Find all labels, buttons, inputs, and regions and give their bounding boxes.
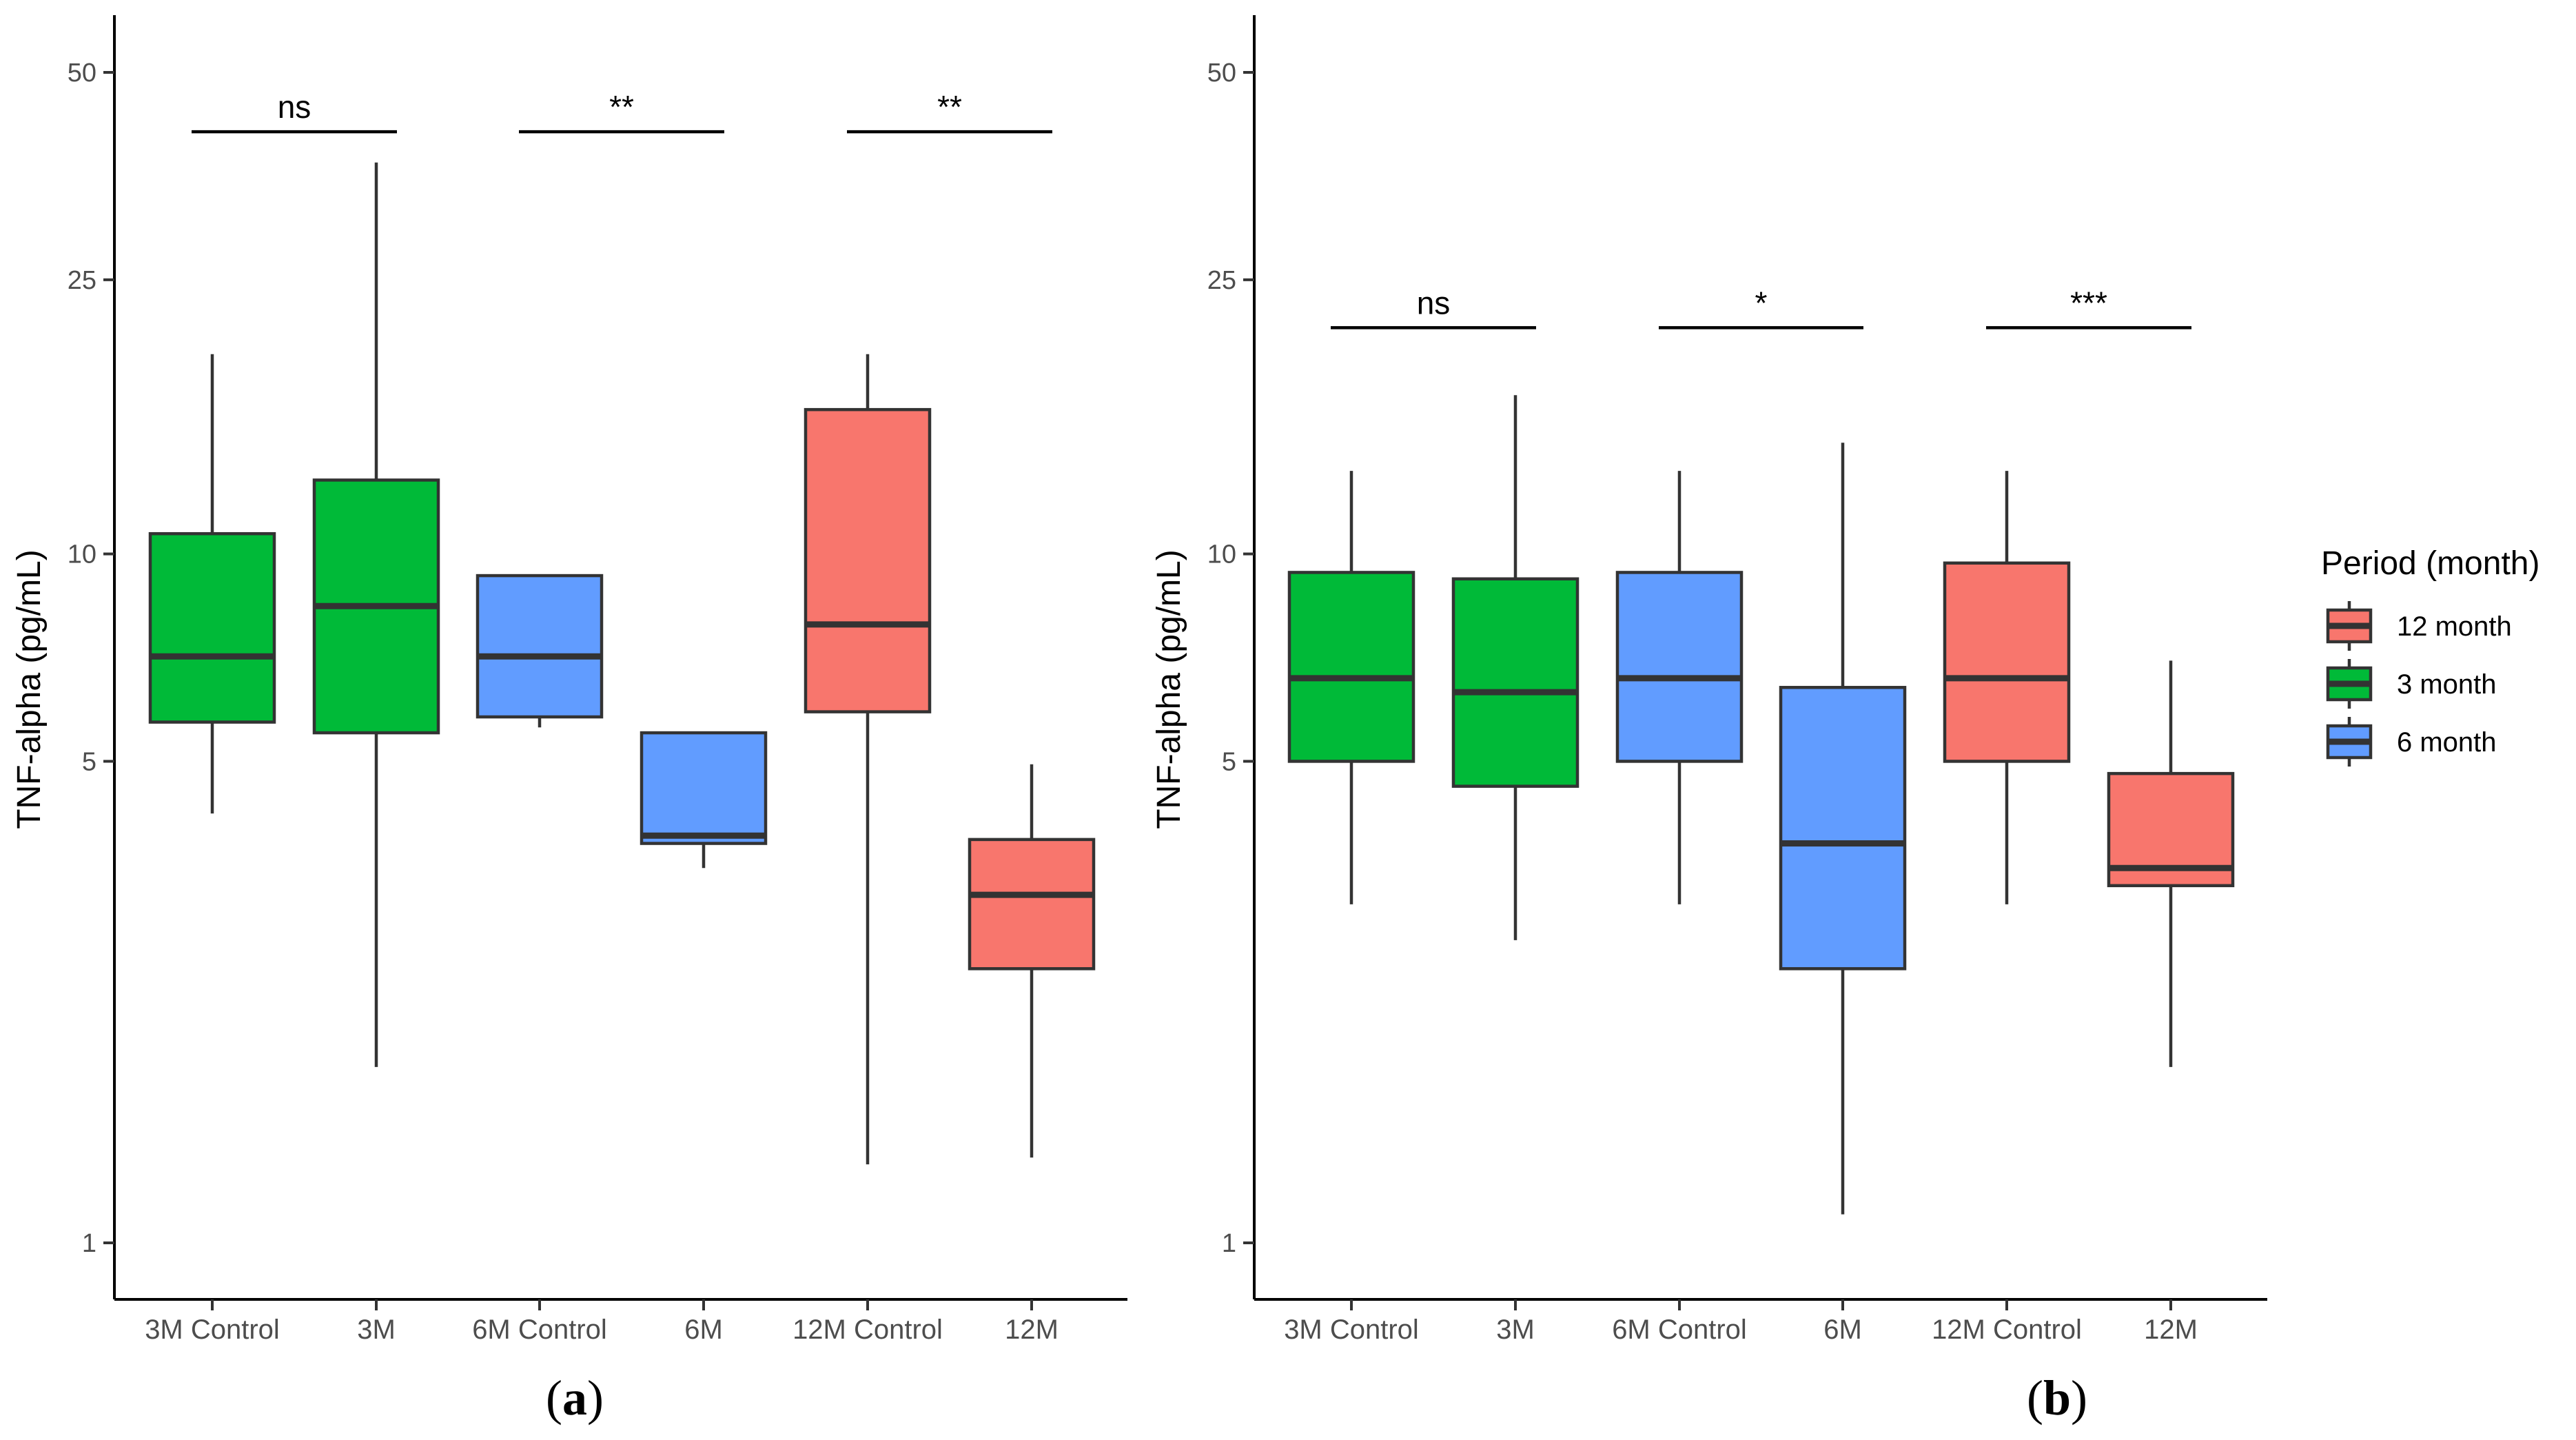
significance-label: ns: [278, 89, 311, 125]
legend-item-label: 12 month: [2397, 611, 2512, 642]
y-axis-label: TNF-alpha (pg/mL): [11, 549, 48, 829]
x-tick-label: 12M Control: [793, 1315, 943, 1345]
y-tick-label: 25: [1207, 266, 1236, 295]
y-tick-label: 25: [68, 266, 96, 295]
panel-a-chart: 1 5 10 25 50 TNF-alpha (pg/mL) 3M Control 3M 6M …: [11, 15, 1127, 1426]
x-tick-label: 6M: [1823, 1315, 1862, 1345]
y-tick-label: 5: [82, 747, 96, 776]
y-tick-label: 10: [1207, 540, 1236, 569]
significance-label: ns: [1417, 285, 1451, 321]
significance-label: **: [937, 89, 962, 125]
panel-label: (b): [2027, 1370, 2087, 1426]
significance-label: ***: [2070, 285, 2107, 321]
x-tick-label: 3M: [357, 1315, 396, 1345]
x-tick-label: 6M Control: [1612, 1315, 1747, 1345]
box: [640, 731, 768, 845]
panel-label-paren: ): [2071, 1370, 2087, 1426]
panel-label-paren: (: [2027, 1370, 2043, 1426]
y-tick-label: 50: [68, 59, 96, 88]
legend-title: Period (month): [2321, 545, 2539, 582]
y-axis-label: TNF-alpha (pg/mL): [1151, 549, 1187, 829]
significance-label: **: [609, 89, 634, 125]
legend-item-label: 3 month: [2397, 669, 2497, 700]
panel-b-chart: 1 5 10 25 50 TNF-alpha (pg/mL) 3M Control 3M 6M …: [1151, 15, 2267, 1426]
box: [968, 838, 1096, 971]
x-tick-label: 12M: [2144, 1315, 2198, 1345]
x-tick-label: 6M Control: [472, 1315, 607, 1345]
box: [804, 407, 932, 713]
x-tick-label: 3M Control: [1284, 1315, 1419, 1345]
panel-label-letter: a: [562, 1370, 587, 1426]
legend: Period (month) 12 month 3 month 6 month: [2321, 545, 2539, 767]
x-tick-label: 6M: [684, 1315, 723, 1345]
box: [1287, 571, 1415, 763]
panel-label-paren: (: [546, 1370, 562, 1426]
box: [148, 531, 276, 724]
y-tick-label: 50: [1207, 59, 1236, 88]
box: [476, 574, 604, 719]
y-tick-label: 10: [68, 540, 96, 569]
x-tick-label: 12M: [1005, 1315, 1059, 1345]
box: [1451, 577, 1580, 788]
significance-label: *: [1755, 285, 1768, 321]
box: [1943, 561, 2071, 763]
x-tick-label: 12M Control: [1932, 1315, 2082, 1345]
x-tick-label: 3M Control: [145, 1315, 280, 1345]
x-tick-label: 3M: [1496, 1315, 1535, 1345]
y-tick-label: 5: [1222, 747, 1236, 776]
legend-item-label: 6 month: [2397, 727, 2497, 758]
box: [1779, 686, 1907, 971]
y-tick-label: 1: [1222, 1229, 1236, 1258]
box: [1615, 571, 1744, 763]
panel-label-paren: ): [587, 1370, 604, 1426]
y-tick-label: 1: [82, 1229, 96, 1258]
panel-label: (a): [546, 1370, 604, 1426]
panel-label-letter: b: [2043, 1370, 2071, 1426]
